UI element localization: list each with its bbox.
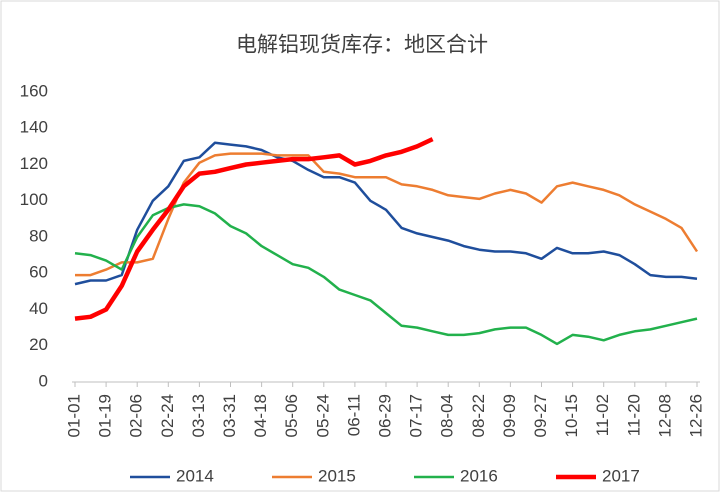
x-tick-label: 08-22 <box>469 394 488 437</box>
x-tick-label: 07-17 <box>407 394 426 437</box>
y-tick-label: 40 <box>29 299 48 318</box>
y-tick-label: 160 <box>20 81 48 100</box>
y-tick-label: 140 <box>20 118 48 137</box>
x-tick-label: 06-29 <box>375 394 394 437</box>
y-tick-label: 100 <box>20 190 48 209</box>
x-tick-label: 02-06 <box>127 394 146 437</box>
legend-label: 2015 <box>318 466 356 485</box>
x-tick-label: 10-15 <box>562 394 581 437</box>
x-tick-label: 05-24 <box>313 394 332 437</box>
x-tick-label: 11-20 <box>624 394 643 436</box>
x-tick-label: 11-02 <box>593 394 612 436</box>
x-tick-label: 06-11 <box>344 394 363 436</box>
chart-title: 电解铝现货库存：地区合计 <box>236 34 488 57</box>
series-line <box>74 137 434 321</box>
y-tick-label: 20 <box>29 335 48 354</box>
x-tick-label: 08-04 <box>438 394 457 437</box>
legend-label: 2017 <box>602 466 640 485</box>
x-tick-label: 02-24 <box>158 394 177 437</box>
y-tick-label: 0 <box>39 371 48 390</box>
series-line <box>74 141 698 286</box>
x-tick-label: 09-09 <box>500 394 519 437</box>
series-line <box>74 203 698 346</box>
x-tick-label: 05-06 <box>282 394 301 437</box>
y-tick-label: 120 <box>20 154 48 173</box>
legend-label: 2014 <box>176 466 214 485</box>
x-tick-label: 01-01 <box>64 394 83 437</box>
x-tick-label: 12-08 <box>655 394 674 437</box>
y-tick-label: 80 <box>29 226 48 245</box>
x-tick-label: 04-18 <box>251 394 270 437</box>
x-tick-label: 01-19 <box>96 394 115 437</box>
x-tick-label: 12-26 <box>686 394 705 437</box>
legend-label: 2016 <box>460 466 498 485</box>
x-tick-label: 09-27 <box>531 394 550 437</box>
x-tick-label: 03-31 <box>220 394 239 437</box>
x-tick-label: 03-13 <box>189 394 208 437</box>
y-tick-label: 60 <box>29 263 48 282</box>
